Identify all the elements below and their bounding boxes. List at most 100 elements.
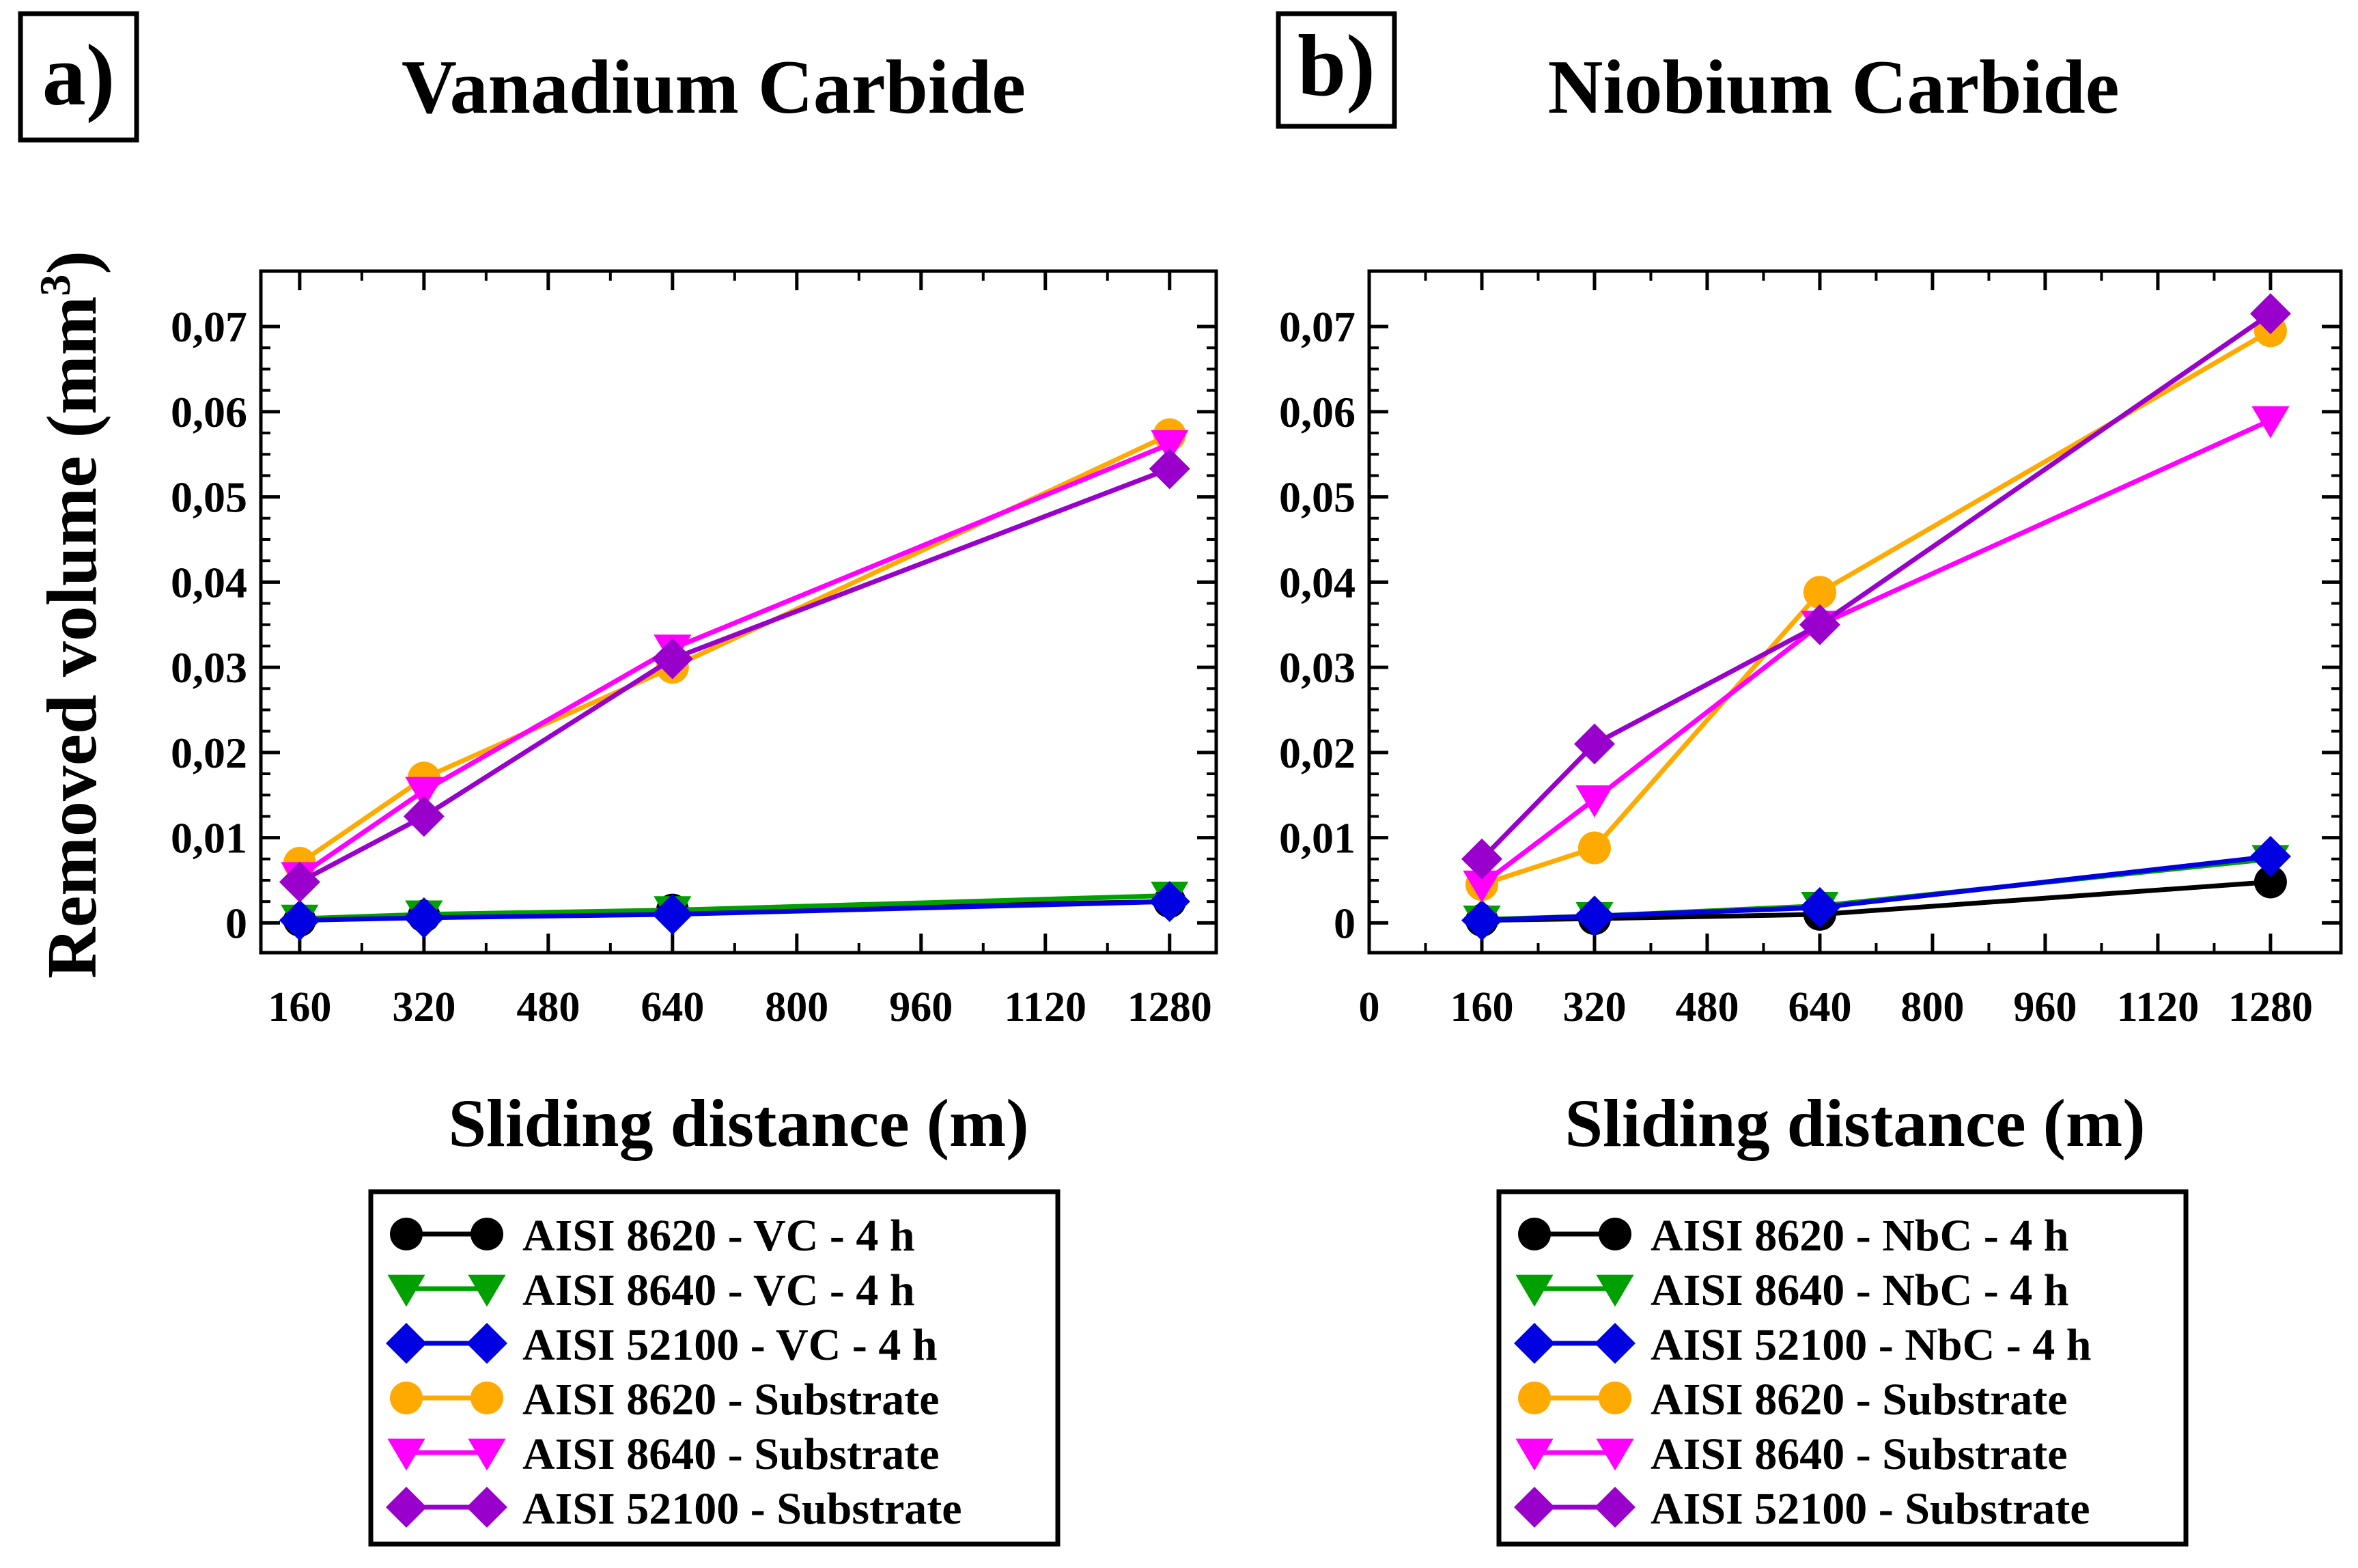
series-6 — [279, 448, 1190, 903]
panel-label-box — [18, 11, 139, 143]
panel-label-box — [1276, 11, 1397, 129]
x-tick-label: 320 — [1562, 984, 1626, 1031]
plot-frame — [259, 269, 1218, 955]
y-tick-label: 0,02 — [1279, 729, 1356, 777]
data-point — [1799, 604, 1840, 645]
y-tick-label: 0,05 — [1279, 473, 1356, 522]
x-tick-label: 960 — [2013, 984, 2077, 1031]
legend-box — [368, 1189, 1061, 1547]
x-tick-label: 800 — [1900, 984, 1964, 1031]
x-tick-label: 1120 — [2117, 984, 2200, 1031]
x-tick-label: 640 — [1788, 984, 1851, 1031]
data-point — [1577, 831, 1611, 865]
series-line — [1480, 418, 2272, 886]
legend-entry: AISI 8640 - Substrate — [1651, 1429, 2068, 1479]
legend-entry: AISI 8640 - VC - 4 h — [522, 1265, 915, 1315]
y-tick-label: 0,03 — [1279, 643, 1356, 692]
y-tick-label: 0,06 — [171, 388, 247, 436]
legend-entry: AISI 52100 - Substrate — [522, 1484, 962, 1534]
legend-entry: AISI 8620 - NbC - 4 h — [1651, 1211, 2068, 1261]
legend-swatch-marker — [471, 1218, 503, 1250]
data-point — [2251, 406, 2290, 438]
legend-swatch-marker — [1596, 1438, 1634, 1471]
data-point — [1573, 895, 1615, 937]
legend-entry: AISI 52100 - Substrate — [1651, 1484, 2090, 1534]
legend-swatch-marker — [390, 1382, 423, 1414]
y-tick-label: 0,04 — [1279, 558, 1356, 606]
data-point — [1151, 430, 1189, 462]
x-tick-label: 480 — [1675, 984, 1739, 1031]
y-tick-label: 0,02 — [171, 729, 247, 777]
series-line — [298, 432, 1171, 865]
x-tick-label: 160 — [268, 984, 331, 1031]
panel-a: a) Vanadium Carbide 0 0,01 0,02 0,03 0,04 0,05 0… — [18, 11, 1218, 1547]
y-axis-label-main: Removed volume (mm — [33, 296, 111, 979]
legend-entry: AISI 8620 - Substrate — [1651, 1375, 2068, 1425]
x-tick-label: 480 — [516, 984, 580, 1031]
legend-swatch-marker — [1599, 1218, 1631, 1250]
series-5 — [1463, 406, 2290, 903]
data-point — [2249, 836, 2291, 878]
legend-entry: AISI 8640 - NbC - 4 h — [1651, 1265, 2068, 1315]
data-point — [651, 638, 693, 680]
x-tick-label: 960 — [889, 984, 953, 1031]
data-point — [1575, 785, 1614, 817]
x-tick-label: 1280 — [1127, 984, 1212, 1031]
legend-swatch-marker — [390, 1218, 423, 1250]
legend-swatch-marker — [387, 1274, 425, 1307]
data-point — [1799, 886, 1840, 928]
y-tick-label: 0,06 — [1279, 388, 1356, 436]
series-line — [1481, 854, 2271, 923]
x-tick-label: 1280 — [2228, 984, 2313, 1031]
legend-entry: AISI 52100 - NbC - 4 h — [1651, 1320, 2091, 1370]
y-tick-label: 0,03 — [171, 643, 247, 692]
data-point — [651, 893, 693, 935]
legend-swatch-marker — [1514, 1323, 1555, 1364]
y-tick-label: 0 — [1334, 899, 1356, 947]
y-tick-label: 0,07 — [171, 303, 247, 351]
panel-label: b) — [1297, 17, 1375, 114]
legend-swatch-marker — [1514, 1487, 1555, 1528]
y-tick-label: 0 — [225, 899, 247, 947]
data-point — [1461, 838, 1502, 880]
data-point — [279, 899, 320, 941]
y-tick-label: 0,04 — [171, 558, 247, 606]
x-tick-label: 320 — [392, 984, 455, 1031]
y-axis-label: Removed volume (mm3) — [31, 251, 111, 979]
x-tick-label: 640 — [641, 984, 704, 1031]
legend-swatch-marker — [1518, 1382, 1551, 1414]
legend-swatch-marker — [466, 1487, 507, 1528]
y-tick-label: 0,05 — [171, 473, 247, 522]
data-point — [1149, 881, 1190, 923]
legend-swatch-marker — [386, 1323, 427, 1364]
legend-box — [1496, 1189, 2189, 1547]
data-point — [279, 861, 320, 903]
legend-entry: AISI 52100 - VC - 4 h — [522, 1320, 938, 1370]
legend-swatch-marker — [1596, 1274, 1634, 1307]
x-tick-label: 1120 — [1004, 984, 1086, 1031]
data-point — [1573, 723, 1615, 765]
x-axis-label: Sliding distance (m) — [1564, 1085, 2145, 1161]
legend-swatch-marker — [468, 1438, 506, 1471]
x-tick-label: 800 — [765, 984, 828, 1031]
series-line — [1480, 311, 2272, 861]
y-tick-label: 0,01 — [1279, 814, 1356, 863]
y-tick-label: 0,07 — [1279, 303, 1356, 351]
legend-swatch-marker — [387, 1438, 425, 1471]
legend-entry: AISI 8640 - Substrate — [522, 1429, 940, 1479]
data-point — [2249, 293, 2291, 335]
plot-frame — [1367, 269, 2343, 955]
data-point — [1463, 870, 1501, 903]
y-tick-label: 0,01 — [171, 814, 247, 863]
panel-label: a) — [42, 27, 115, 124]
y-axis-label-close: ) — [33, 251, 111, 275]
data-point — [405, 776, 443, 809]
legend-swatch-marker — [386, 1487, 427, 1528]
legend-entry: AISI 8620 - VC - 4 h — [522, 1211, 915, 1261]
legend-entry: AISI 8620 - Substrate — [522, 1375, 940, 1425]
legend-swatch-marker — [1515, 1438, 1554, 1471]
